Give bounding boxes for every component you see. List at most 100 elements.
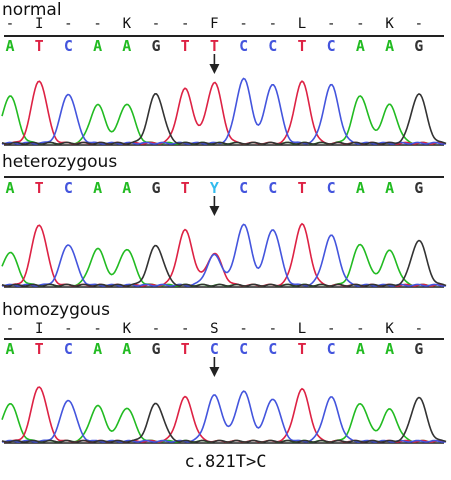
trace-A-channel — [1, 243, 447, 287]
base-call-11: C — [326, 179, 336, 197]
base-call-9: C — [268, 37, 278, 55]
base-call-1: T — [34, 340, 44, 358]
panel-label-heterozygous: heterozygous — [2, 152, 118, 172]
base-call-11: C — [326, 340, 336, 358]
amino-acid-13: K — [385, 321, 394, 337]
base-call-8: C — [239, 179, 249, 197]
amino-acid-4: K — [122, 16, 132, 32]
base-call-5: G — [151, 37, 161, 55]
base-call-0: A — [5, 179, 15, 197]
amino-acid-9: - — [268, 321, 278, 337]
amino-acid-10: L — [297, 321, 307, 337]
base-call-3: A — [93, 179, 103, 197]
amino-acid-3: - — [93, 321, 102, 337]
amino-acid-12: - — [356, 16, 365, 32]
trace-G-channel — [1, 396, 447, 443]
amino-acid-0: - — [5, 321, 15, 337]
amino-acid-8: - — [239, 16, 248, 32]
base-call-6: T — [180, 37, 190, 55]
trace-C-channel — [1, 77, 447, 145]
base-call-1: T — [34, 179, 44, 197]
base-call-7: T — [209, 37, 219, 55]
base-call-0: A — [5, 37, 15, 55]
base-call-7: C — [209, 340, 219, 358]
base-call-10: T — [297, 179, 307, 197]
amino-acid-11: - — [326, 16, 336, 32]
base-call-14: G — [414, 37, 424, 55]
base-call-10: T — [297, 37, 307, 55]
chromatogram-normal — [1, 54, 447, 146]
base-call-5: G — [151, 340, 161, 358]
base-call-12: A — [355, 340, 365, 358]
trace-C-channel — [1, 223, 447, 287]
amino-acid-14: - — [414, 321, 424, 337]
base-call-13: A — [385, 37, 395, 55]
base-call-2: C — [63, 37, 73, 55]
base-call-11: C — [326, 37, 336, 55]
amino-acid-row-normal: -I--K--F--L--K- — [0, 16, 451, 32]
base-call-3: A — [93, 340, 103, 358]
variant-arrow-icon — [209, 367, 220, 377]
base-call-2: C — [63, 340, 73, 358]
separator-line — [4, 338, 444, 340]
amino-acid-1: I — [34, 16, 44, 32]
variant-arrow-icon — [209, 206, 220, 216]
trace-G-channel — [1, 92, 447, 145]
amino-acid-2: - — [64, 16, 73, 32]
chromatogram-heterozygous — [1, 196, 447, 288]
amino-acid-7: S — [210, 321, 219, 337]
trace-T-channel — [1, 80, 447, 145]
amino-acid-14: - — [414, 16, 424, 32]
trace-G-channel — [1, 239, 447, 287]
amino-acid-6: - — [180, 16, 190, 32]
variant-arrow-icon — [209, 64, 220, 74]
amino-acid-9: - — [268, 16, 278, 32]
base-call-8: C — [239, 37, 249, 55]
amino-acid-0: - — [5, 16, 15, 32]
trace-T-channel — [1, 386, 447, 443]
trace-A-channel — [1, 402, 447, 443]
base-call-12: A — [355, 179, 365, 197]
chromatogram-homozygous — [1, 357, 447, 444]
base-call-4: A — [122, 37, 132, 55]
amino-acid-1: I — [34, 321, 44, 337]
amino-acid-8: - — [239, 321, 248, 337]
amino-acid-3: - — [93, 16, 102, 32]
base-call-10: T — [297, 340, 307, 358]
amino-acid-5: - — [151, 321, 161, 337]
base-call-9: C — [268, 179, 278, 197]
base-call-4: A — [122, 179, 132, 197]
base-call-8: C — [239, 340, 249, 358]
base-call-0: A — [5, 340, 15, 358]
panel-label-normal: normal — [2, 0, 62, 20]
base-call-12: A — [355, 37, 365, 55]
mutation-caption: c.821T>C — [184, 452, 267, 472]
base-call-14: G — [414, 179, 424, 197]
base-call-9: C — [268, 340, 278, 358]
base-call-2: C — [63, 179, 73, 197]
separator-line — [4, 35, 444, 37]
base-call-13: A — [385, 179, 395, 197]
amino-acid-row-homozygous: -I--K--S--L--K- — [0, 321, 451, 337]
amino-acid-2: - — [64, 321, 73, 337]
amino-acid-11: - — [326, 321, 336, 337]
base-call-6: T — [180, 340, 190, 358]
base-call-5: G — [151, 179, 161, 197]
base-call-13: A — [385, 340, 395, 358]
amino-acid-4: K — [122, 321, 132, 337]
amino-acid-7: F — [210, 16, 219, 32]
base-call-3: A — [93, 37, 103, 55]
trace-C-channel — [1, 390, 447, 443]
trace-T-channel — [1, 222, 447, 287]
base-call-1: T — [34, 37, 44, 55]
amino-acid-6: - — [180, 321, 190, 337]
amino-acid-10: L — [297, 16, 307, 32]
separator-line — [4, 176, 444, 178]
amino-acid-5: - — [151, 16, 161, 32]
base-call-4: A — [122, 340, 132, 358]
amino-acid-12: - — [356, 321, 365, 337]
base-call-14: G — [414, 340, 424, 358]
